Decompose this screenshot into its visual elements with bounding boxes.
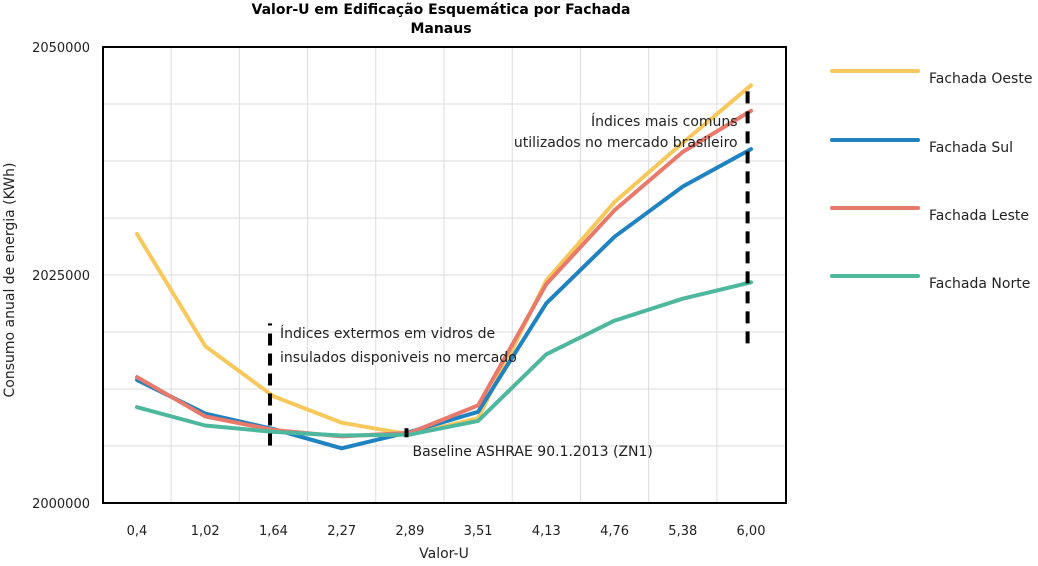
- annotation-label: Índices extermos em vidros de: [280, 325, 495, 342]
- x-axis-label: Valor-U: [419, 546, 469, 562]
- legend-label: Fachada Leste: [929, 208, 1029, 224]
- legend-label: Fachada Oeste: [929, 71, 1032, 87]
- plot-area-border: [102, 46, 787, 504]
- annotation-label: Baseline ASHRAE 90.1.2013 (ZN1): [412, 444, 652, 460]
- x-tick-label: 4,13: [532, 524, 561, 539]
- annotation-label: insulados disponiveis no mercado: [280, 350, 517, 366]
- annotation-label: Índices mais comuns: [591, 113, 738, 130]
- annotation-markers: Índices extermos em vidros de insulados d…: [268, 90, 750, 460]
- legend-label: Fachada Norte: [929, 276, 1030, 292]
- grid: [103, 47, 786, 503]
- x-tick-label: 6,00: [737, 524, 766, 539]
- x-tick-label: 5,38: [668, 524, 697, 539]
- x-tick-labels: 0,4 1,02 1,64 2,27 2,89 3,51 4,13 4,76 5,38 6,00: [127, 524, 766, 539]
- x-tick-label: 1,02: [191, 524, 220, 539]
- x-tick-label: 0,4: [127, 524, 148, 539]
- legend: Fachada Oeste Fachada Sul Fachada Leste Fac…: [830, 69, 1032, 292]
- x-tick-label: 2,89: [395, 524, 424, 539]
- chart-title: Valor-U em Edificação Esquemática por Fa…: [252, 2, 631, 18]
- y-tick-label: 2050000: [32, 41, 90, 56]
- x-tick-label: 3,51: [464, 524, 493, 539]
- y-tick-label: 2025000: [32, 269, 90, 284]
- y-tick-label: 2000000: [32, 497, 90, 512]
- x-tick-label: 1,64: [259, 524, 288, 539]
- annotation-label: utilizados no mercado brasileiro: [514, 135, 738, 151]
- y-tick-labels: 2000000 2025000 2050000: [32, 41, 90, 512]
- series-line-fachada-leste: [135, 108, 753, 439]
- legend-label: Fachada Sul: [929, 140, 1013, 156]
- series-line-fachada-norte: [135, 280, 753, 438]
- x-tick-label: 4,76: [600, 524, 629, 539]
- chart-subtitle: Manaus: [410, 21, 471, 37]
- series-lines: [135, 83, 753, 451]
- y-axis-label: Consumo anual de energia (KWh): [2, 163, 18, 398]
- x-tick-label: 2,27: [327, 524, 356, 539]
